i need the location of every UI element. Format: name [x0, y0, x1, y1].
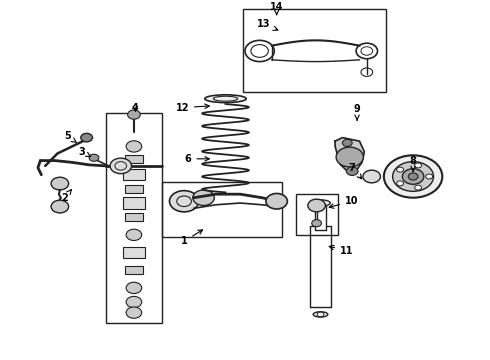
Circle shape: [402, 169, 424, 184]
Bar: [123, 247, 145, 258]
Ellipse shape: [313, 312, 328, 317]
Ellipse shape: [205, 95, 246, 103]
Bar: [123, 197, 145, 209]
Bar: [296, 194, 338, 235]
Circle shape: [127, 110, 140, 119]
Circle shape: [126, 229, 142, 240]
Bar: [243, 9, 386, 92]
Circle shape: [392, 162, 434, 192]
Bar: [125, 185, 143, 193]
Circle shape: [384, 155, 442, 198]
Circle shape: [336, 147, 364, 167]
Circle shape: [363, 170, 380, 183]
Circle shape: [193, 190, 214, 206]
Polygon shape: [335, 138, 365, 173]
Circle shape: [170, 191, 199, 212]
Bar: [125, 213, 143, 221]
Circle shape: [126, 296, 142, 308]
Bar: [162, 182, 282, 237]
Bar: [125, 154, 143, 163]
Circle shape: [415, 163, 421, 168]
Bar: [106, 113, 162, 323]
Text: 12: 12: [175, 103, 209, 113]
Text: 8: 8: [410, 156, 416, 171]
Bar: [125, 266, 143, 274]
Text: 14: 14: [270, 2, 283, 15]
Text: 2: 2: [61, 190, 72, 203]
Text: 6: 6: [185, 154, 209, 164]
Circle shape: [312, 220, 321, 227]
Circle shape: [346, 167, 358, 175]
Text: 13: 13: [257, 19, 278, 31]
Circle shape: [89, 154, 99, 161]
Ellipse shape: [311, 200, 330, 206]
Circle shape: [415, 185, 421, 190]
Circle shape: [266, 193, 288, 209]
Circle shape: [426, 174, 433, 179]
Circle shape: [81, 133, 93, 142]
Text: 11: 11: [329, 245, 353, 256]
Text: 3: 3: [78, 147, 91, 157]
Circle shape: [126, 307, 142, 318]
Text: 7: 7: [349, 163, 362, 179]
Circle shape: [110, 158, 131, 174]
Circle shape: [397, 181, 403, 186]
Circle shape: [51, 177, 69, 190]
Circle shape: [126, 282, 142, 293]
Circle shape: [343, 139, 352, 147]
Circle shape: [408, 173, 418, 180]
Circle shape: [397, 167, 403, 172]
Circle shape: [126, 141, 142, 152]
Text: 1: 1: [181, 230, 202, 246]
Text: 9: 9: [354, 104, 361, 120]
Bar: [123, 169, 145, 180]
Circle shape: [308, 199, 325, 212]
Text: 5: 5: [64, 131, 76, 142]
Text: 4: 4: [132, 103, 139, 113]
Circle shape: [51, 200, 69, 213]
Text: 10: 10: [329, 196, 358, 208]
